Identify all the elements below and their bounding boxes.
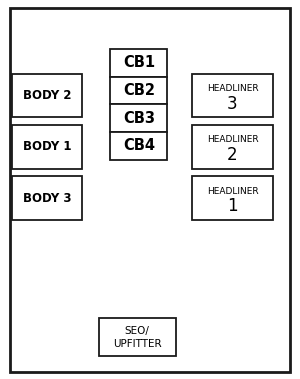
Text: CB3: CB3 <box>123 111 155 125</box>
Text: BODY 2: BODY 2 <box>23 89 71 102</box>
Text: 1: 1 <box>227 197 238 215</box>
Text: 3: 3 <box>227 94 238 113</box>
Bar <box>12 74 82 117</box>
Bar <box>110 132 167 160</box>
Bar <box>110 104 167 132</box>
Bar <box>192 176 273 220</box>
Text: CB1: CB1 <box>123 55 155 70</box>
Bar <box>192 74 273 117</box>
Text: SEO/: SEO/ <box>125 326 150 336</box>
Text: BODY 1: BODY 1 <box>23 140 71 153</box>
Text: HEADLINER: HEADLINER <box>207 84 258 93</box>
Text: 2: 2 <box>227 146 238 164</box>
Text: CB4: CB4 <box>123 138 155 153</box>
Text: BODY 3: BODY 3 <box>23 191 71 205</box>
Text: HEADLINER: HEADLINER <box>207 186 258 196</box>
Bar <box>12 125 82 169</box>
Bar <box>99 318 176 356</box>
Bar <box>110 77 167 104</box>
Bar <box>192 125 273 169</box>
Text: UPFITTER: UPFITTER <box>113 338 162 349</box>
Bar <box>110 49 167 77</box>
Bar <box>12 176 82 220</box>
Text: HEADLINER: HEADLINER <box>207 135 258 144</box>
Text: CB2: CB2 <box>123 83 155 98</box>
